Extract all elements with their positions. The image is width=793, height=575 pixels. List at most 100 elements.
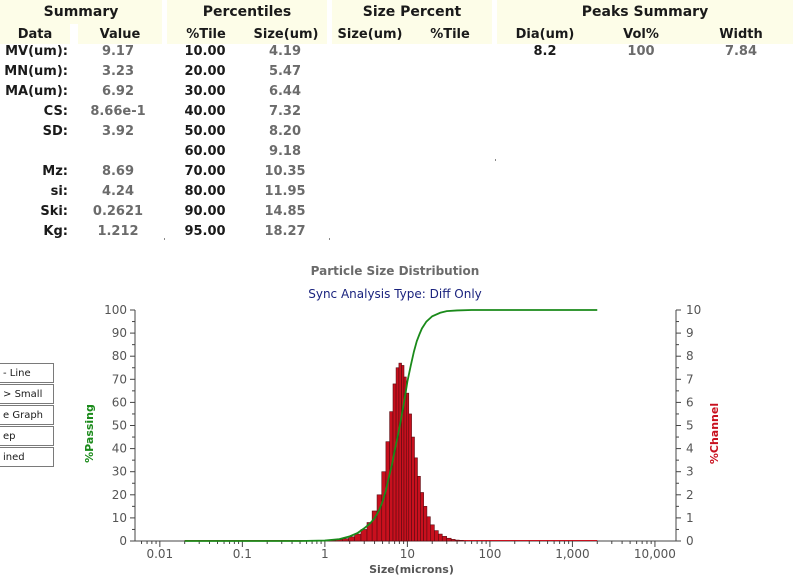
chart-option-button[interactable]: - Line xyxy=(0,363,54,383)
chart-option-button[interactable]: > Small xyxy=(0,384,54,404)
channel-bar xyxy=(348,536,355,542)
summary-value: 9.17 xyxy=(101,44,135,59)
x-tick-label: 10 xyxy=(400,547,415,561)
col-pct-tile: %Tile xyxy=(167,24,245,44)
channel-bar xyxy=(405,392,410,542)
y-right-tick-label: 3 xyxy=(686,465,694,479)
channel-bar xyxy=(398,362,402,542)
passing-curve xyxy=(184,309,598,542)
percentile-tile: 10.00 xyxy=(184,44,226,59)
summary-value: 8.69 xyxy=(101,164,135,179)
percentile-tile: 70.00 xyxy=(184,164,226,179)
summary-value: 3.92 xyxy=(101,124,135,139)
chart-title: Particle Size Distribution xyxy=(310,264,480,278)
percentile-tile: 30.00 xyxy=(184,84,226,99)
y-left-tick-label: 90 xyxy=(112,326,127,340)
percentile-size: 6.44 xyxy=(268,84,302,99)
y-left-tick-label: 80 xyxy=(112,349,127,363)
divider-dot xyxy=(329,238,330,240)
y-right-axis-label: %Channel xyxy=(708,403,721,464)
percentiles-header: Percentiles xyxy=(167,0,327,24)
channel-bar xyxy=(408,413,412,542)
divider-dot xyxy=(495,159,496,161)
channel-bar xyxy=(376,494,383,542)
y-left-tick-label: 40 xyxy=(112,442,127,456)
summary-label: MA(um): xyxy=(5,84,68,99)
summary-value: 0.2621 xyxy=(92,204,144,219)
percentile-tile: 40.00 xyxy=(184,104,226,119)
x-tick-label: 1 xyxy=(321,547,329,561)
percentile-tile: 60.00 xyxy=(184,144,226,159)
percentile-size: 8.20 xyxy=(268,124,302,139)
x-tick-label: 10,000 xyxy=(634,547,676,561)
size-percent-header: Size Percent xyxy=(332,0,492,24)
percentile-size: 4.19 xyxy=(268,44,302,59)
summary-label: si: xyxy=(50,184,68,199)
summary-label: Ski: xyxy=(40,204,68,219)
col-pct-size: Size(um) xyxy=(245,24,327,44)
channel-bar xyxy=(441,536,447,542)
peak-dia-value: 8.2 xyxy=(533,44,557,59)
col-value: Value xyxy=(78,24,162,44)
col-peak-width: Width xyxy=(689,24,793,44)
y-left-tick-label: 10 xyxy=(112,511,127,525)
y-right-tick-label: 1 xyxy=(686,511,694,525)
y-right-tick-label: 10 xyxy=(686,303,701,317)
percentile-size: 10.35 xyxy=(264,164,306,179)
peak-width-value: 7.84 xyxy=(724,44,758,59)
option-prefix: > xyxy=(3,389,12,400)
channel-bar xyxy=(392,383,397,542)
summary-label: CS: xyxy=(43,104,68,119)
chart-option-button[interactable]: e Graph xyxy=(0,405,54,425)
percentile-size: 18.27 xyxy=(264,224,306,239)
percentile-tile: 50.00 xyxy=(184,124,226,139)
option-label: Small xyxy=(14,389,43,400)
y-left-axis-label: %Passing xyxy=(83,404,96,463)
y-left-tick-label: 30 xyxy=(112,465,127,479)
x-tick-label: 0.1 xyxy=(233,547,252,561)
channel-bar xyxy=(450,539,456,542)
y-right-tick-label: 4 xyxy=(686,442,694,456)
peaks-summary-header: Peaks Summary xyxy=(497,0,793,24)
col-peak-dia: Dia(um) xyxy=(497,24,593,44)
x-tick-label: 1,000 xyxy=(555,547,589,561)
channel-bar xyxy=(426,516,431,542)
y-left-tick-label: 20 xyxy=(112,488,127,502)
channel-bar xyxy=(430,524,435,542)
summary-label: MN(um): xyxy=(4,64,68,79)
summary-value: 1.212 xyxy=(97,224,139,239)
summary-label: Mz: xyxy=(42,164,68,179)
chart-option-button[interactable]: ep xyxy=(0,426,54,446)
channel-bar xyxy=(411,436,415,542)
percentile-size: 9.18 xyxy=(268,144,302,159)
y-left-tick-label: 60 xyxy=(112,395,127,409)
particle-size-chart: 0 10 20 30 40 50 60 70 80 90 100 0 1 2 3 4 5 6 7 8 9 10 0.01 0.… xyxy=(83,303,721,575)
channel-bar xyxy=(434,530,439,542)
summary-header: Summary xyxy=(0,0,162,24)
option-label: Line xyxy=(9,368,31,379)
y-right-tick-label: 0 xyxy=(686,534,694,548)
percentile-size: 5.47 xyxy=(268,64,302,79)
summary-label: SD: xyxy=(42,124,68,139)
summary-label: MV(um): xyxy=(5,44,68,59)
summary-label xyxy=(0,142,68,162)
x-tick-label: 100 xyxy=(478,547,501,561)
y-right-tick-label: 6 xyxy=(686,395,694,409)
channel-bar xyxy=(446,537,452,542)
percentile-tile: 95.00 xyxy=(184,224,226,239)
channel-bar xyxy=(395,367,400,542)
col-data: Data xyxy=(0,24,70,44)
summary-value: 4.24 xyxy=(101,184,135,199)
channel-bar xyxy=(354,533,362,542)
percentile-tile: 20.00 xyxy=(184,64,226,79)
summary-value xyxy=(78,142,158,162)
channel-bar xyxy=(417,476,421,542)
chart-option-button[interactable]: ined xyxy=(0,447,54,467)
summary-value: 6.92 xyxy=(101,84,135,99)
channel-bar xyxy=(342,538,349,542)
y-left-tick-label: 50 xyxy=(112,419,127,433)
option-prefix: - xyxy=(3,368,7,379)
x-axis-label: Size(microns) xyxy=(369,563,454,575)
channel-bar xyxy=(438,533,443,542)
option-prefix: e xyxy=(3,410,10,421)
